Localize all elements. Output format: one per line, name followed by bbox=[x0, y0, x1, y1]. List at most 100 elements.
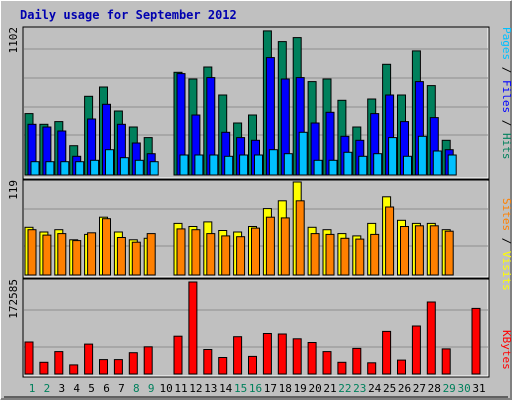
pages-bar bbox=[373, 153, 383, 176]
sites-bar bbox=[355, 238, 365, 276]
kbytes-bar bbox=[277, 333, 287, 375]
day-label: 21 bbox=[323, 382, 336, 395]
sites-bar bbox=[370, 233, 380, 276]
sites-bar bbox=[265, 216, 275, 276]
kbytes-bar bbox=[307, 342, 317, 375]
pages-bar bbox=[30, 161, 40, 176]
panel-visits-sites: 119 Sites / Visits bbox=[7, 179, 512, 291]
legend-hits-files-pages: Pages / Files / Hits bbox=[500, 27, 512, 160]
kbytes-bar bbox=[411, 325, 421, 375]
day-label: 22 bbox=[338, 382, 351, 395]
sites-bar bbox=[131, 241, 141, 276]
pages-bar bbox=[75, 161, 85, 176]
pages-bar bbox=[134, 159, 144, 176]
pages-bar bbox=[179, 154, 189, 176]
kbytes-bar bbox=[426, 301, 436, 375]
legend-separator-3: / bbox=[500, 231, 512, 251]
kbytes-bar bbox=[113, 359, 123, 375]
pages-bar bbox=[432, 150, 442, 176]
day-label: 8 bbox=[133, 382, 140, 395]
day-label: 15 bbox=[234, 382, 247, 395]
sites-bar bbox=[87, 232, 97, 276]
sites-bar bbox=[340, 237, 350, 276]
sites-bar bbox=[295, 200, 305, 276]
sites-bar bbox=[176, 228, 186, 276]
kbytes-bar bbox=[69, 364, 79, 375]
kbytes-bar bbox=[337, 361, 347, 375]
pages-bar bbox=[403, 155, 412, 176]
ymax-label-visits: 119 bbox=[7, 180, 20, 200]
pages-bar bbox=[447, 154, 457, 176]
legend-separator-1: / bbox=[500, 60, 512, 80]
sites-bar bbox=[206, 233, 216, 276]
legend-visits: Visits bbox=[500, 251, 512, 291]
day-label: 9 bbox=[148, 382, 155, 395]
pages-bar bbox=[328, 159, 338, 176]
pages-bar bbox=[194, 154, 204, 176]
day-label: 16 bbox=[249, 382, 262, 395]
kbytes-bar bbox=[99, 359, 108, 375]
sites-bar bbox=[280, 217, 290, 276]
ymax-label-kbytes: 172585 bbox=[7, 279, 20, 319]
pages-bar bbox=[343, 151, 353, 176]
panel-bevel-visits bbox=[24, 181, 489, 278]
sites-bar bbox=[429, 225, 439, 276]
pages-bar bbox=[90, 159, 100, 176]
legend-visits-sites: Sites / Visits bbox=[500, 198, 512, 291]
kbytes-bar bbox=[367, 362, 377, 375]
pages-bar bbox=[209, 154, 219, 176]
legend-kbytes: KBytes bbox=[500, 330, 512, 370]
sites-bar bbox=[310, 233, 320, 276]
pages-bar bbox=[224, 155, 234, 176]
day-label: 13 bbox=[204, 382, 217, 395]
legend-hits: Hits bbox=[500, 133, 512, 160]
kbytes-bar bbox=[203, 349, 213, 375]
pages-bar bbox=[417, 135, 427, 176]
panel-hits-files-pages: 1102 Pages / Files / Hits bbox=[7, 26, 512, 180]
legend-files: Files bbox=[500, 80, 512, 113]
legend-separator-2: / bbox=[500, 113, 512, 133]
pages-bar bbox=[283, 153, 293, 176]
kbytes-bar bbox=[471, 307, 481, 375]
pages-bar bbox=[313, 159, 323, 176]
kbytes-bar bbox=[397, 359, 406, 375]
day-label: 24 bbox=[368, 382, 382, 395]
pages-bar bbox=[45, 161, 55, 176]
kbytes-bar bbox=[233, 336, 243, 375]
sites-bar bbox=[146, 233, 156, 276]
kbytes-bar bbox=[24, 341, 34, 375]
kbytes-bar bbox=[441, 348, 451, 375]
sites-bar bbox=[400, 226, 409, 276]
day-label: 3 bbox=[58, 382, 65, 395]
day-label: 23 bbox=[353, 382, 366, 395]
pages-bar bbox=[388, 137, 398, 176]
ymax-label-hits: 1102 bbox=[7, 27, 20, 54]
legend-sites: Sites bbox=[500, 198, 512, 231]
day-label: 10 bbox=[159, 382, 172, 395]
day-label: 30 bbox=[457, 382, 470, 395]
kbytes-bar bbox=[322, 351, 332, 375]
sites-bar bbox=[42, 234, 52, 276]
sites-bar bbox=[325, 233, 335, 276]
sites-bar bbox=[444, 230, 454, 276]
day-label: 31 bbox=[472, 382, 485, 395]
day-label: 5 bbox=[88, 382, 95, 395]
day-label: 4 bbox=[73, 382, 80, 395]
day-label: 29 bbox=[443, 382, 456, 395]
sites-bar bbox=[191, 229, 201, 276]
sites-bar bbox=[102, 218, 111, 276]
day-label: 12 bbox=[189, 382, 202, 395]
pages-bar bbox=[254, 154, 263, 176]
sites-bar bbox=[221, 235, 231, 276]
bars-visits-sites bbox=[24, 181, 454, 276]
pages-bar bbox=[268, 149, 278, 176]
pages-bar bbox=[105, 149, 114, 176]
sites-bar bbox=[57, 233, 67, 276]
sites-bar bbox=[27, 229, 37, 276]
sites-bar bbox=[236, 236, 246, 276]
kbytes-bar bbox=[173, 335, 183, 375]
day-label: 14 bbox=[219, 382, 233, 395]
day-label: 7 bbox=[118, 382, 125, 395]
